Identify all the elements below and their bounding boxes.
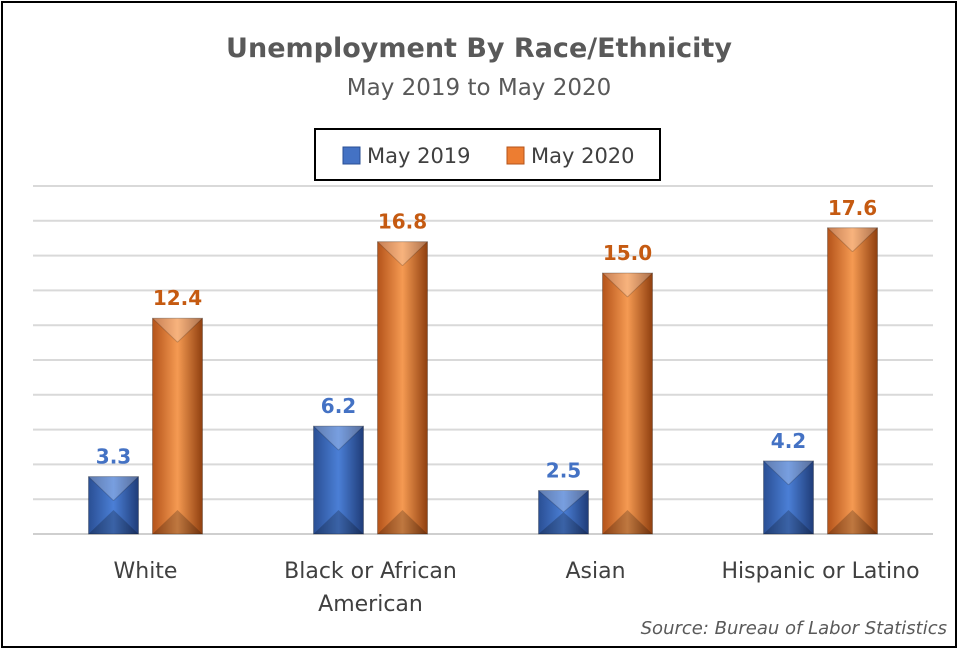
category-label-0: White bbox=[114, 559, 178, 584]
value-label-may-2019-1: 6.2 bbox=[321, 394, 356, 418]
value-labels: 3.3 12.4 6.2 16.8 2.5 15.0 4.2 17.6 bbox=[96, 196, 877, 483]
bar-may-2019-1 bbox=[313, 425, 364, 535]
value-label-may-2020-1: 16.8 bbox=[378, 210, 427, 234]
bar-may-2019-3 bbox=[763, 460, 814, 535]
value-label-may-2019-2: 2.5 bbox=[546, 459, 581, 483]
bar-may-2020-3 bbox=[827, 227, 878, 535]
value-label-may-2020-3: 17.6 bbox=[828, 196, 877, 220]
bars bbox=[88, 227, 878, 535]
value-label-may-2019-3: 4.2 bbox=[771, 429, 806, 453]
value-label-may-2020-0: 12.4 bbox=[153, 286, 202, 310]
value-label-may-2020-2: 15.0 bbox=[603, 241, 652, 265]
bar-may-2019-0 bbox=[88, 476, 139, 535]
chart-subtitle: May 2019 to May 2020 bbox=[347, 75, 612, 101]
bar-may-2020-0 bbox=[152, 317, 203, 535]
category-label-1-line-0: Black or African bbox=[284, 559, 457, 584]
bar-may-2019-2 bbox=[538, 490, 589, 535]
bar-may-2020-2 bbox=[602, 272, 653, 535]
category-labels: White Black or African American Asian Hispan… bbox=[114, 559, 920, 617]
category-label-2: Asian bbox=[565, 559, 625, 584]
source-note: Source: Bureau of Labor Statistics bbox=[641, 618, 947, 639]
legend-swatch-may-2020 bbox=[506, 146, 525, 165]
chart-title: Unemployment By Race/Ethnicity bbox=[226, 33, 732, 64]
legend-label-may-2020: May 2020 bbox=[531, 144, 635, 168]
value-label-may-2019-0: 3.3 bbox=[96, 445, 131, 469]
legend-label-may-2019: May 2019 bbox=[367, 144, 471, 168]
legend: May 2019 May 2020 bbox=[314, 128, 661, 181]
chart: Unemployment By Race/Ethnicity May 2019 … bbox=[33, 33, 947, 639]
legend-swatch-may-2019 bbox=[342, 146, 361, 165]
category-label-1-line-1: American bbox=[318, 592, 423, 617]
bar-may-2020-1 bbox=[377, 241, 428, 535]
legend-box bbox=[314, 128, 661, 181]
category-label-3: Hispanic or Latino bbox=[721, 559, 919, 584]
